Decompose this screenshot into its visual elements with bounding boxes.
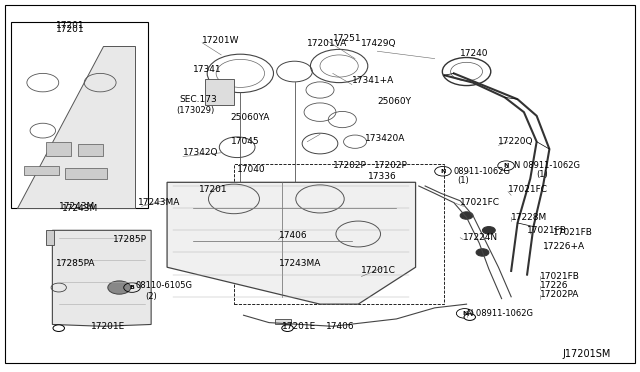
- Circle shape: [476, 249, 489, 256]
- Text: 17429Q: 17429Q: [362, 39, 397, 48]
- Text: 17341+A: 17341+A: [352, 76, 394, 85]
- Bar: [11, 22, 148, 208]
- Text: 08110-6105G: 08110-6105G: [135, 281, 192, 290]
- Text: N 08911-1062G: N 08911-1062G: [515, 161, 580, 170]
- Text: 17406: 17406: [278, 231, 307, 240]
- Text: 17202P: 17202P: [333, 161, 367, 170]
- Polygon shape: [52, 230, 151, 326]
- Text: 17341: 17341: [193, 65, 221, 74]
- Text: SEC.173: SEC.173: [180, 95, 218, 104]
- Bar: [275, 319, 291, 324]
- Circle shape: [483, 227, 495, 234]
- Text: 17243MA: 17243MA: [278, 259, 321, 268]
- Text: 17228M: 17228M: [511, 213, 547, 222]
- Text: 17226: 17226: [540, 281, 568, 290]
- Circle shape: [460, 212, 473, 219]
- Text: 17226+A: 17226+A: [543, 243, 585, 251]
- Text: 17021FB: 17021FB: [540, 272, 580, 281]
- Text: 17201VA: 17201VA: [307, 39, 348, 48]
- Text: 17285PA: 17285PA: [56, 259, 95, 268]
- Text: 17224N: 17224N: [463, 233, 499, 242]
- Polygon shape: [17, 46, 135, 208]
- Text: 17220Q: 17220Q: [499, 137, 534, 146]
- Text: 173420A: 173420A: [365, 134, 405, 142]
- Circle shape: [108, 281, 131, 294]
- Polygon shape: [167, 182, 415, 304]
- Text: 17251: 17251: [333, 34, 362, 43]
- Text: B: B: [129, 285, 134, 290]
- Text: (1): (1): [457, 176, 468, 185]
- Circle shape: [464, 314, 476, 320]
- Text: N: N: [462, 311, 467, 316]
- Text: 17336: 17336: [368, 172, 397, 181]
- Text: 17240: 17240: [460, 49, 489, 58]
- Text: J17201SM: J17201SM: [562, 349, 611, 359]
- Circle shape: [53, 325, 65, 331]
- Text: 17285P: 17285P: [113, 235, 147, 244]
- Text: N: N: [440, 169, 445, 174]
- Text: 17021FC: 17021FC: [460, 198, 500, 207]
- Text: 17201E: 17201E: [282, 322, 316, 331]
- Bar: [24, 166, 59, 175]
- Bar: [234, 164, 444, 304]
- Text: (173029): (173029): [177, 106, 215, 115]
- Text: (1): (1): [537, 170, 548, 179]
- Text: 17406: 17406: [326, 322, 355, 331]
- Text: 17243M: 17243M: [62, 203, 98, 213]
- Bar: [205, 79, 234, 105]
- Text: 17243M: 17243M: [59, 202, 95, 211]
- Text: 17021FB: 17021FB: [527, 226, 567, 235]
- Text: 17342Q: 17342Q: [183, 148, 218, 157]
- Text: 17201W: 17201W: [202, 36, 239, 45]
- Text: 17202PA: 17202PA: [540, 291, 579, 299]
- Text: 25060YA: 25060YA: [231, 113, 270, 122]
- Text: 17021FB: 17021FB: [552, 228, 593, 237]
- Text: 17021FC: 17021FC: [508, 185, 548, 194]
- Text: 17243MA: 17243MA: [138, 198, 180, 207]
- Text: 17201: 17201: [56, 25, 84, 33]
- Bar: [46, 230, 54, 245]
- Text: 08911-1062G: 08911-1062G: [454, 167, 511, 176]
- Bar: [78, 144, 103, 157]
- Bar: [65, 167, 106, 179]
- Text: N: N: [504, 163, 509, 168]
- Text: (2): (2): [145, 292, 157, 301]
- Text: 17045: 17045: [231, 137, 259, 146]
- Text: 17201: 17201: [56, 21, 84, 30]
- Bar: [46, 142, 72, 157]
- Text: 17201: 17201: [199, 185, 228, 194]
- Text: 17201E: 17201E: [91, 322, 125, 331]
- Text: 17202P: 17202P: [374, 161, 408, 170]
- Text: 17201C: 17201C: [362, 266, 396, 275]
- Text: N 08911-1062G: N 08911-1062G: [467, 309, 532, 318]
- Text: 17040: 17040: [237, 165, 266, 174]
- Circle shape: [282, 325, 293, 331]
- Text: 25060Y: 25060Y: [378, 97, 412, 106]
